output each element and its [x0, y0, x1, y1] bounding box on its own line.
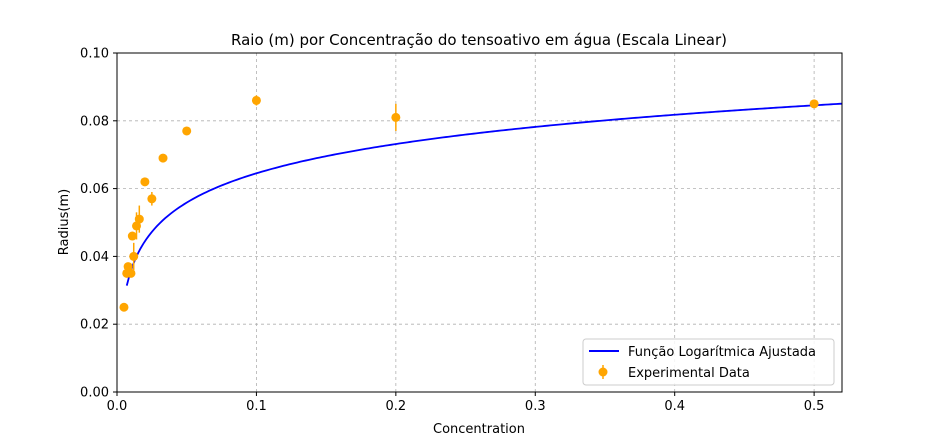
data-marker [182, 126, 192, 136]
data-point [129, 242, 139, 270]
data-point [158, 153, 168, 163]
data-marker [391, 112, 401, 122]
y-axis-ticks: 0.00 0.02 0.04 0.06 0.08 0.10 [80, 47, 117, 401]
data-marker [158, 153, 168, 163]
fit-curve [125, 102, 843, 286]
x-axis-ticks: 0.0 0.1 0.2 0.3 0.4 0.5 [107, 392, 825, 414]
data-point [391, 103, 401, 131]
y-tick-label: 0.10 [80, 47, 109, 62]
legend: Função Logarítmica Ajustada Experimental… [582, 338, 835, 386]
data-point [123, 262, 133, 272]
plot-frame [116, 52, 843, 393]
data-point [127, 231, 137, 241]
legend-box [582, 338, 835, 386]
x-tick-label: 0.0 [107, 399, 128, 414]
data-point [134, 205, 144, 233]
chart-title: Raio (m) por Concentração do tensoativo … [231, 31, 727, 49]
x-tick-label: 0.1 [246, 399, 267, 414]
data-point [140, 177, 150, 187]
y-tick-label: 0.00 [80, 386, 109, 401]
data-point [251, 95, 261, 106]
data-marker [809, 99, 819, 109]
data-marker [119, 302, 129, 312]
data-point [809, 99, 819, 109]
plot-content [119, 95, 843, 312]
plot-area [117, 53, 842, 392]
y-tick-label: 0.08 [80, 114, 109, 129]
data-marker [251, 95, 261, 105]
data-marker [147, 194, 157, 204]
data-marker [123, 262, 133, 272]
y-tick-label: 0.02 [80, 318, 109, 333]
x-tick-label: 0.3 [525, 399, 546, 414]
y-tick-label: 0.06 [80, 182, 109, 197]
data-point [119, 302, 129, 312]
data-point [147, 191, 157, 206]
data-marker [140, 177, 150, 187]
x-axis-label: Concentration [433, 422, 525, 437]
data-marker [134, 214, 144, 224]
data-marker [127, 231, 137, 241]
data-point [182, 126, 192, 136]
x-tick-label: 0.5 [804, 399, 825, 414]
data-point [126, 268, 136, 278]
x-tick-label: 0.4 [664, 399, 685, 414]
legend-entry-fit: Função Logarítmica Ajustada [628, 345, 816, 360]
y-axis-label: Radius(m) [57, 189, 72, 255]
data-marker [129, 251, 139, 261]
legend-marker-swatch [598, 367, 608, 377]
x-tick-label: 0.2 [386, 399, 407, 414]
legend-entry-data: Experimental Data [628, 366, 750, 381]
y-tick-label: 0.04 [80, 250, 109, 265]
data-marker [126, 268, 136, 278]
